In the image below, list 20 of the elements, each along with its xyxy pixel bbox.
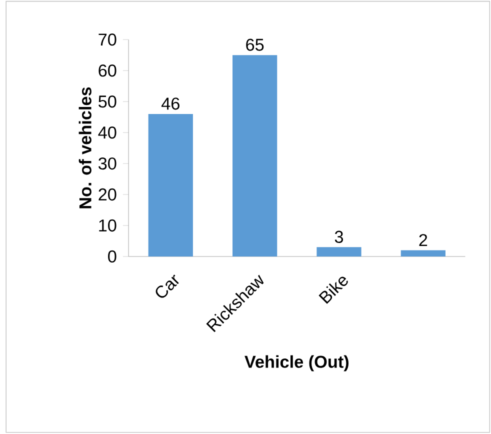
bar [232,55,278,257]
bar [316,247,362,257]
y-tick-label: 20 [98,188,116,201]
x-axis-title: Vehicle (Out) [244,355,349,372]
data-label: 46 [161,98,180,110]
y-tick-label: 70 [98,34,116,46]
y-axis-title: No. of vehicles [78,88,92,208]
x-tick-label: Car [156,274,179,298]
y-tick-label: 40 [98,126,116,139]
y-tick-label: 60 [98,64,116,77]
data-label: 65 [246,38,264,51]
x-tick-label: Bike [318,276,348,304]
y-tick-label: 30 [98,158,116,170]
bar [400,250,446,257]
data-label: 3 [334,230,344,244]
bar [148,114,193,257]
y-tick-label: 0 [108,250,116,263]
data-label: 2 [419,234,428,246]
y-tick-label: 50 [98,96,116,108]
y-tick-label: 10 [99,220,116,232]
